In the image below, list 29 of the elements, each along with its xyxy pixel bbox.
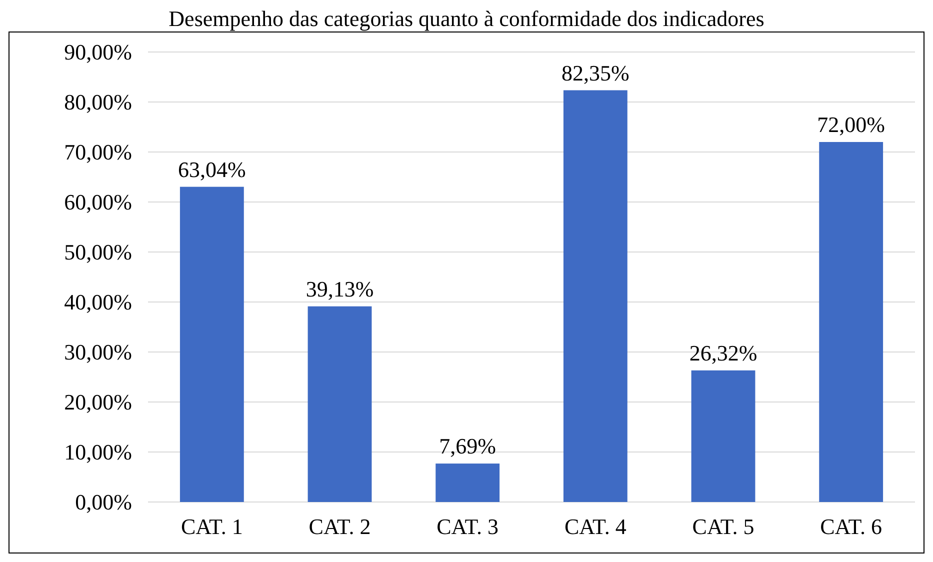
- data-label: 63,04%: [178, 156, 246, 182]
- x-tick-label: CAT. 4: [564, 514, 626, 539]
- data-label: 7,69%: [439, 434, 496, 459]
- bar: [563, 90, 628, 502]
- y-tick-label: 40,00%: [64, 290, 132, 315]
- data-label: 72,00%: [817, 112, 885, 137]
- chart-title: Desempenho das categorias quanto à conformidade dos indicadores: [168, 6, 764, 31]
- bar: [436, 464, 500, 502]
- bar: [180, 186, 244, 502]
- x-tick-label: CAT. 6: [820, 514, 882, 539]
- y-tick-label: 0,00%: [75, 490, 132, 515]
- y-tick-label: 80,00%: [64, 90, 132, 115]
- y-tick-label: 30,00%: [64, 340, 132, 365]
- bar: [308, 306, 372, 502]
- y-tick-label: 70,00%: [64, 140, 132, 165]
- x-tick-label: CAT. 2: [308, 514, 371, 539]
- bar: [819, 142, 884, 502]
- x-tick-label: CAT. 5: [692, 514, 754, 539]
- y-tick-label: 60,00%: [64, 190, 132, 215]
- y-tick-label: 20,00%: [64, 390, 132, 415]
- data-label: 39,13%: [306, 276, 374, 302]
- x-tick-label: CAT. 3: [436, 514, 499, 539]
- data-label: 82,35%: [562, 60, 630, 86]
- bar: [691, 370, 756, 502]
- y-tick-label: 10,00%: [64, 440, 132, 465]
- data-label: 26,32%: [689, 340, 758, 366]
- y-tick-label: 50,00%: [64, 240, 132, 265]
- y-tick-label: 90,00%: [64, 40, 132, 65]
- x-tick-label: CAT. 1: [180, 514, 243, 539]
